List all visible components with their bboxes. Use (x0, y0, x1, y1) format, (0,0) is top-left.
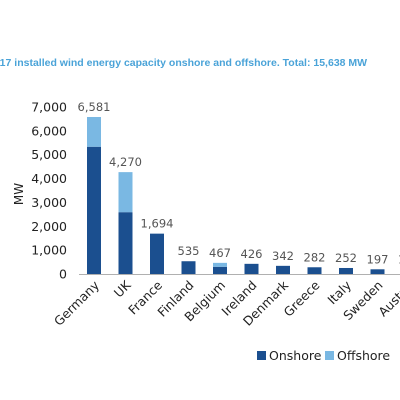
bar-onshore-uk (118, 212, 133, 274)
y-tick-label: 4,000 (31, 171, 67, 186)
legend-label-offshore: Offshore (337, 348, 390, 363)
data-label-denmark: 342 (272, 249, 294, 263)
data-label-germany: 6,581 (78, 100, 111, 114)
y-axis-label: MW (12, 183, 26, 205)
y-tick-label: 3,000 (31, 195, 67, 210)
y-tick-label: 2,000 (31, 219, 67, 234)
bar-onshore-ireland (244, 263, 259, 274)
data-label-belgium: 467 (209, 246, 231, 260)
y-tick-label: 7,000 (31, 100, 67, 115)
data-label-greece: 282 (304, 250, 326, 264)
bar-offshore-uk (118, 172, 133, 213)
legend-swatch-onshore (257, 351, 266, 360)
legend-swatch-offshore (325, 351, 334, 360)
bar-onshore-france (150, 233, 164, 274)
data-label-uk: 4,270 (109, 155, 142, 169)
x-tick-label-uk: UK (111, 277, 134, 300)
bar-onshore-denmark (276, 265, 290, 274)
bar-onshore-italy (339, 267, 353, 274)
data-label-sweden: 197 (367, 252, 389, 266)
bars-group (87, 116, 385, 274)
bar-offshore-germany (87, 116, 101, 147)
chart-title: 2017 installed wind energy capacity onsh… (0, 57, 367, 69)
y-axis-ticks: 0 1,000 2,000 3,000 4,000 5,000 6,000 7,000 (31, 100, 67, 282)
bar-onshore-germany (87, 146, 101, 274)
bar-onshore-finland (181, 261, 196, 274)
bar-offshore-belgium (213, 262, 227, 267)
y-tick-label: 0 (59, 267, 67, 282)
data-label-finland: 535 (178, 244, 200, 258)
bar-onshore-belgium (213, 266, 227, 274)
x-tick-label-germany: Germany (51, 277, 103, 329)
legend-label-onshore: Onshore (269, 348, 322, 363)
bar-onshore-sweden (370, 269, 385, 274)
data-label-france: 1,694 (141, 217, 174, 231)
data-label-austria: 196 (398, 252, 400, 266)
data-labels-group: 6,581 4,270 1,694 535 467 426 342 282 252 197 196 (78, 100, 400, 266)
y-tick-label: 1,000 (31, 243, 67, 258)
data-label-italy: 252 (335, 251, 357, 265)
bar-onshore-greece (307, 267, 322, 274)
x-tick-label-greece: Greece (281, 277, 323, 319)
y-tick-label: 5,000 (31, 147, 67, 162)
x-axis-categories: Germany UKFranceFinlandBelgiumIrelandDenm… (51, 277, 400, 329)
legend: Onshore Offshore (257, 348, 390, 363)
y-tick-label: 6,000 (31, 123, 67, 138)
data-label-ireland: 426 (241, 247, 263, 261)
